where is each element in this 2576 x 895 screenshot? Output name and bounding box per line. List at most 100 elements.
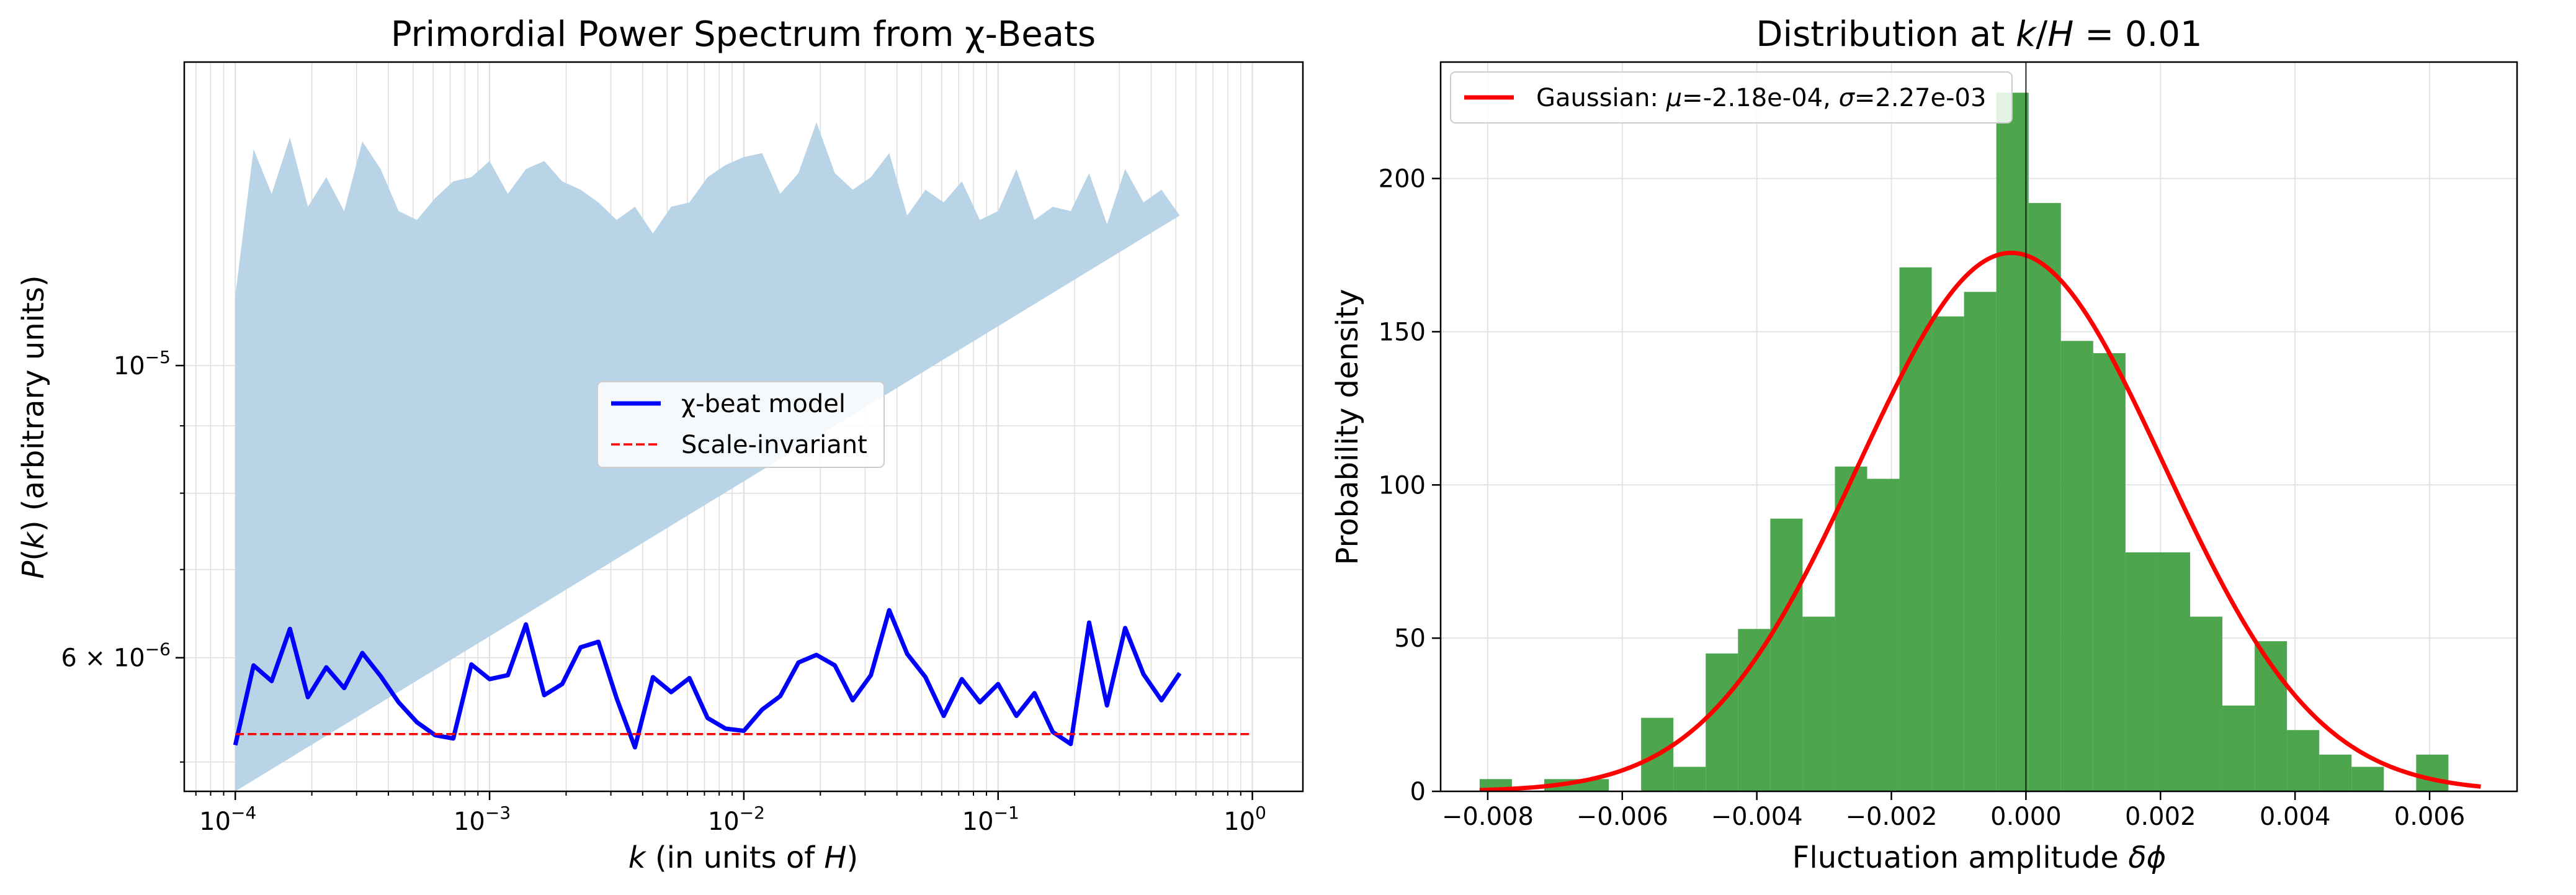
right-legend: Gaussian: μ=-2.18e-04, σ=2.27e-03 bbox=[1450, 71, 2013, 124]
left-y-tick-label: 6 × 10−6 bbox=[61, 639, 171, 673]
right-legend-box bbox=[1450, 71, 2013, 124]
left-x-tick-base: 10 bbox=[199, 807, 231, 836]
legend-label-chi-beat: χ-beat model bbox=[681, 390, 846, 418]
right-chart-title: Distribution at k/H = 0.01 bbox=[1756, 14, 2202, 55]
left-legend: χ-beat model Scale-invariant bbox=[597, 381, 885, 468]
right-y-tick-label: 150 bbox=[1379, 318, 1426, 346]
left-y-tick-exp: −6 bbox=[145, 639, 171, 660]
legend-gaussian-pre: Gaussian: bbox=[1536, 84, 1666, 112]
chi-beat-model-line bbox=[233, 608, 1182, 750]
right-x-tick-label: 0.002 bbox=[2125, 803, 2196, 831]
left-y-tick-base: 10 bbox=[114, 644, 145, 673]
legend-label-gaussian: Gaussian: μ=-2.18e-04, σ=2.27e-03 bbox=[1536, 84, 1986, 112]
right-title-H: H bbox=[2047, 14, 2073, 55]
histogram-bar bbox=[1867, 479, 1900, 791]
histogram-bar bbox=[2060, 341, 2093, 791]
left-y-ticks: 10−56 × 10−6 bbox=[61, 347, 184, 763]
left-x-tick-label: 10−1 bbox=[962, 803, 1019, 836]
histogram-bar bbox=[1770, 518, 1803, 791]
right-y-tick-label: 200 bbox=[1379, 165, 1426, 194]
right-y-ticks: 0 50 100 150 200 bbox=[1379, 165, 1441, 806]
histogram-bar bbox=[2093, 353, 2126, 791]
left-xlabel-var: k bbox=[628, 840, 647, 875]
left-x-tick-exp: −3 bbox=[485, 803, 511, 823]
gaussian-fit-curve bbox=[1479, 250, 2481, 791]
legend-gaussian-sigma-val: =2.27e-03 bbox=[1854, 84, 1987, 112]
histogram-bar bbox=[2351, 767, 2384, 791]
right-axes-frame bbox=[1439, 61, 2518, 793]
histogram-bar bbox=[2222, 705, 2255, 791]
legend-label-scale-invariant: Scale-invariant bbox=[681, 431, 867, 459]
right-x-tick-label: 0.006 bbox=[2394, 803, 2466, 831]
left-x-tick-base: 10 bbox=[454, 807, 485, 836]
histogram-bar bbox=[1802, 616, 1835, 791]
left-x-axis-label: k (in units of H) bbox=[628, 840, 858, 875]
left-ylabel-post: ) (arbitrary units) bbox=[16, 275, 51, 532]
right-x-tick-label: 0.004 bbox=[2260, 803, 2331, 831]
right-title-slash: / bbox=[2036, 14, 2047, 55]
left-x-tick-base: 10 bbox=[1223, 807, 1255, 836]
left-x-tick-base: 10 bbox=[708, 807, 740, 836]
left-x-tick-exp: −4 bbox=[231, 803, 256, 823]
legend-gaussian-mu: μ bbox=[1666, 84, 1682, 112]
left-x-tick-exp: −2 bbox=[740, 803, 765, 823]
histogram-bar bbox=[1673, 767, 1706, 791]
histogram-bar bbox=[2189, 616, 2223, 791]
histogram-bar bbox=[2125, 552, 2158, 791]
right-y-tick-label: 0 bbox=[1410, 778, 1426, 806]
histogram-bar bbox=[1706, 653, 1738, 791]
right-title-pre: Distribution at bbox=[1756, 14, 2016, 55]
left-x-tick-exp: −1 bbox=[994, 803, 1019, 823]
right-x-tick-label: −0.002 bbox=[1846, 803, 1938, 831]
legend-gaussian-mu-val: =-2.18e-04, bbox=[1682, 84, 1838, 112]
left-legend-box bbox=[597, 381, 885, 468]
histogram-bar bbox=[1931, 316, 1964, 791]
histogram-bar bbox=[1899, 267, 1932, 791]
right-x-tick-label: 0.000 bbox=[1990, 803, 2062, 831]
legend-gaussian-sigma: σ bbox=[1839, 84, 1856, 112]
left-x-ticks: 10−4 10−3 10−2 10−1 100 bbox=[195, 791, 1266, 836]
power-spectrum-chart: 10−4 10−3 10−2 10−1 100 10−56 × 10−6 Primord… bbox=[16, 14, 1304, 875]
left-y-tick-exp: −5 bbox=[145, 347, 171, 367]
histogram-bar bbox=[1996, 92, 2029, 791]
left-x-tick-label: 100 bbox=[1223, 803, 1266, 836]
left-y-tick-label: 10−5 bbox=[114, 347, 171, 380]
right-x-axis-label: Fluctuation amplitude δϕ bbox=[1792, 840, 2166, 875]
right-title-eq: = 0.01 bbox=[2073, 14, 2202, 55]
right-x-ticks: −0.008 −0.006 −0.004 −0.002 0.000 0.002 0.004 0… bbox=[1442, 791, 2465, 831]
gaussian-fit-layer bbox=[1479, 250, 2481, 791]
histogram-bar bbox=[2416, 754, 2449, 791]
histogram-bar bbox=[1738, 629, 1771, 791]
left-ylabel-var: k bbox=[16, 531, 51, 549]
left-y-axis-label: P(k) (arbitrary units) bbox=[16, 275, 51, 578]
left-y-tick-base: 10 bbox=[114, 352, 145, 380]
left-ylabel-pre: P bbox=[16, 561, 51, 579]
left-x-tick-label: 10−3 bbox=[454, 803, 511, 836]
histogram-bar bbox=[2028, 203, 2061, 791]
distribution-chart: −0.008 −0.006 −0.004 −0.002 0.000 0.002 0.004 0… bbox=[1330, 14, 2518, 875]
left-xlabel-var2: H bbox=[824, 840, 846, 875]
left-x-tick-exp: 0 bbox=[1255, 803, 1266, 823]
right-y-axis-label: Probability density bbox=[1330, 289, 1365, 565]
right-xlabel-pre: Fluctuation amplitude bbox=[1792, 840, 2128, 875]
histogram-bar bbox=[2319, 754, 2352, 791]
left-x-tick-label: 10−4 bbox=[199, 803, 256, 836]
right-title-k: k bbox=[2016, 14, 2037, 55]
right-y-tick-label: 100 bbox=[1379, 471, 1426, 500]
histogram-bar bbox=[1835, 466, 1867, 791]
histogram-bars bbox=[1479, 92, 2449, 791]
right-y-tick-label: 50 bbox=[1394, 624, 1426, 653]
histogram-bar bbox=[2287, 730, 2320, 791]
left-x-tick-label: 10−2 bbox=[708, 803, 765, 836]
histogram-bar bbox=[2157, 552, 2190, 791]
histogram-bar bbox=[1964, 292, 1997, 791]
left-y-tick-mantissa: 6 × bbox=[61, 644, 113, 673]
right-x-tick-label: −0.006 bbox=[1576, 803, 1668, 831]
left-x-tick-base: 10 bbox=[962, 807, 994, 836]
right-xlabel-var: δϕ bbox=[2128, 840, 2166, 875]
right-x-tick-label: −0.008 bbox=[1442, 803, 1534, 831]
left-ylabel-mid: ( bbox=[16, 549, 51, 561]
left-chart-title: Primordial Power Spectrum from χ-Beats bbox=[391, 14, 1096, 55]
left-xlabel-rest: (in units of bbox=[646, 840, 825, 875]
